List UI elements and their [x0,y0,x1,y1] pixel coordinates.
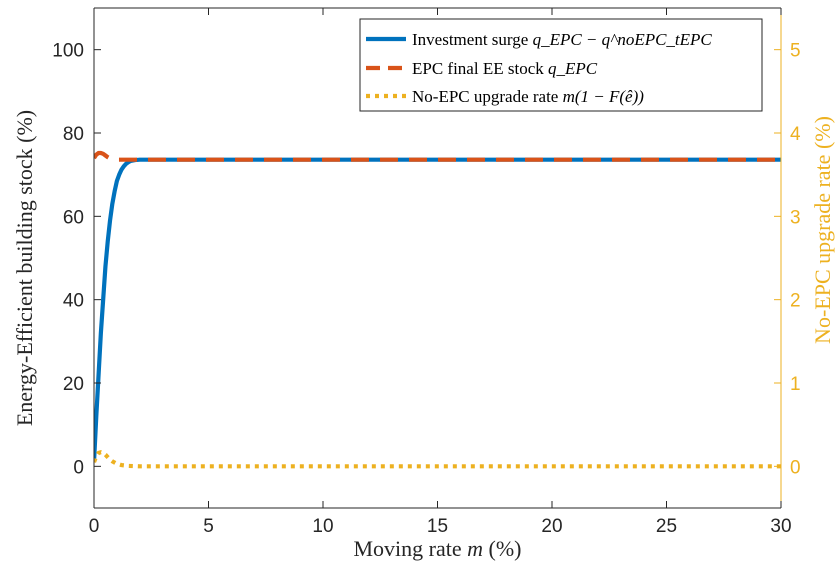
x-axis-title-unit: (%) [483,536,521,561]
x-tick-label: 25 [656,516,677,537]
x-tick-label: 5 [203,516,214,537]
x-axis-title: Moving rate m (%) [353,536,521,561]
x-tick-label: 30 [770,516,791,537]
x-axis-title-text: Moving rate [353,536,467,561]
legend-label-2: No-EPC upgrade rate m(1 − F(ê)) [412,87,644,106]
series-layer [94,150,781,469]
y-tick-label: 20 [63,374,84,395]
y2-tick-label: 3 [790,207,801,228]
y-tick-label: 40 [63,291,84,312]
y2-tick-label: 2 [790,291,801,312]
y2-tick-label: 1 [790,374,801,395]
legend: Investment surge q_EPC − q^noEPC_tEPC EPC… [359,18,763,112]
legend-label-0: Investment surge q_EPC − q^noEPC_tEPC [412,30,712,49]
x-tick-label: 0 [89,516,100,537]
legend-label-text: No-EPC upgrade rate [412,87,563,106]
legend-label-math: m(1 − F(ê)) [563,87,645,106]
y2-axis-title: No-EPC upgrade rate (%) [810,116,835,344]
y2-tick-label: 5 [790,41,801,62]
y2-tick-label: 0 [790,457,801,478]
x-tick-label: 20 [541,516,562,537]
x-tick-label: 15 [427,516,448,537]
legend-label-1: EPC final EE stock q_EPC [412,59,598,78]
y-tick-label: 80 [63,124,84,145]
x-axis-title-var: m [467,536,483,561]
legend-label-math: q_EPC [548,59,598,78]
y-tick-label: 60 [63,207,84,228]
y2-tick-label: 4 [790,124,801,145]
y-axis-title: Energy-Efficient building stock (%) [12,110,37,426]
series-line-1 [94,150,781,162]
legend-label-text: EPC final EE stock [412,59,548,78]
legend-box [359,18,763,112]
y-tick-label: 0 [73,457,84,478]
axes-layer: 0 5 10 15 20 25 30 0 20 40 60 80 100 0 1 2 3 4 5 Moving rat… [12,7,835,561]
series-line-2 [94,450,781,469]
x-tick-label: 10 [312,516,333,537]
legend-label-text: Investment surge [412,30,533,49]
y-tick-label: 100 [52,41,84,62]
series-line-0 [94,157,781,463]
legend-label-math: q_EPC − q^noEPC_tEPC [533,30,713,49]
